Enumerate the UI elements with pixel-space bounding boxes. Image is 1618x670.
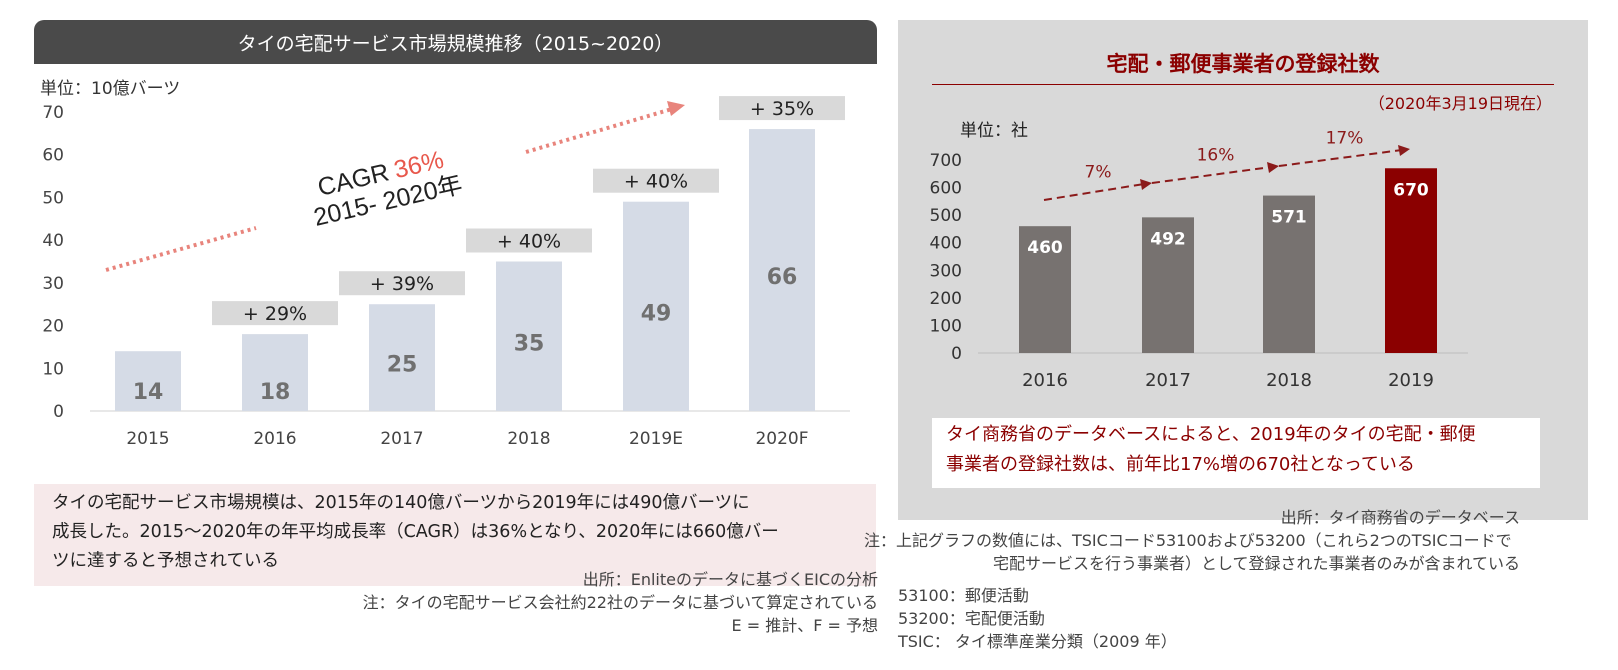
left-summary-line: タイの宅配サービス市場規模は、2015年の140億バーツから2019年には490… — [52, 493, 750, 513]
left-growth-box — [593, 168, 719, 193]
right-growth-arrow — [1043, 183, 1145, 201]
right-bar-value: 571 — [1271, 208, 1307, 228]
left-summary-box: タイの宅配サービス市場規模は、2015年の140億バーツから2019年には490… — [34, 484, 876, 586]
right-growth-label: 7% — [1085, 163, 1112, 183]
right-y-tick: 700 — [930, 151, 962, 171]
right-bar-value: 670 — [1393, 180, 1429, 200]
right-bar — [1142, 217, 1194, 353]
left-growth-label: + 29% — [243, 303, 307, 325]
right-growth-label: 16% — [1197, 146, 1235, 166]
left-x-tick: 2016 — [253, 429, 296, 449]
right-x-tick: 2016 — [1022, 370, 1068, 391]
cagr-arrow-tail — [105, 226, 257, 272]
left-bar-value: 35 — [514, 331, 545, 356]
left-note: 注：タイの宅配サービス会社約22社のデータに基づいて算定されている — [362, 593, 878, 612]
left-y-tick: 20 — [42, 317, 64, 337]
left-legend-note: E = 推計、F = 予想 — [731, 616, 878, 635]
left-y-tick: 10 — [42, 359, 64, 379]
right-y-tick: 600 — [930, 179, 962, 199]
right-growth-arrow — [1278, 149, 1403, 167]
right-summary-line: 事業者の登録社数は、前年比17%増の670社となっている — [946, 454, 1415, 475]
left-x-tick: 2017 — [380, 429, 423, 449]
right-source: 出所：タイ商務省のデータベース — [1280, 508, 1520, 527]
left-bar — [623, 201, 689, 411]
right-y-tick: 400 — [930, 234, 962, 254]
left-bar-value: 49 — [641, 301, 672, 326]
right-bar-value: 492 — [1150, 229, 1186, 249]
right-x-tick: 2017 — [1145, 370, 1191, 391]
left-growth-box — [719, 96, 845, 121]
right-chart-panel: 宅配・郵便事業者の登録社数 （2020年3月19日現在） 単位：社 0 100 20… — [898, 20, 1588, 520]
left-bar — [369, 304, 435, 411]
right-as-of-date: （2020年3月19日現在） — [1368, 94, 1552, 113]
left-x-tick: 2015 — [126, 429, 169, 449]
left-x-tick: 2018 — [507, 429, 550, 449]
left-growth-label: + 35% — [750, 98, 814, 120]
right-y-tick: 0 — [951, 344, 962, 364]
left-y-tick: 30 — [42, 274, 64, 294]
left-bar — [749, 129, 815, 412]
right-bar — [1385, 168, 1437, 353]
left-growth-label: + 40% — [624, 171, 688, 193]
right-title-rule — [932, 84, 1554, 85]
left-y-tick: 0 — [53, 402, 64, 422]
right-growth-arrowhead — [1140, 179, 1152, 190]
right-bar-chart: 0 100 200 300 400 500 600 700 460 492 571 670 2016… — [930, 130, 1468, 391]
right-x-tick: 2018 — [1266, 370, 1312, 391]
right-y-tick: 200 — [930, 289, 962, 309]
left-bar-value: 18 — [260, 380, 291, 405]
left-growth-box — [339, 271, 465, 296]
right-growth-arrow — [1151, 166, 1272, 184]
right-bar-value: 460 — [1027, 238, 1063, 258]
left-growth-label: + 39% — [370, 273, 434, 295]
left-bar — [496, 261, 562, 411]
code-courier: 53200：宅配便活動 — [898, 609, 1045, 628]
right-summary-box: タイ商務省のデータベースによると、2019年のタイの宅配・郵便 事業者の登録社数… — [932, 418, 1540, 488]
left-unit-label: 単位：10億バーツ — [40, 79, 181, 99]
left-summary-line: 成長した。2015〜2020年の年平均成長率（CAGR）は36%となり、2020… — [52, 522, 779, 542]
left-summary-line: ツに達すると予想されている — [52, 551, 279, 571]
right-growth-arrowhead — [1267, 162, 1279, 173]
left-source: 出所：Enliteのデータに基づくEICの分析 — [582, 570, 878, 589]
right-growth-arrowhead — [1398, 145, 1410, 156]
right-y-tick: 100 — [930, 316, 962, 336]
left-bar — [242, 334, 308, 411]
left-x-tick: 2020F — [755, 429, 808, 449]
left-growth-label: + 40% — [497, 231, 561, 253]
code-postal: 53100：郵便活動 — [898, 586, 1029, 605]
right-y-tick: 500 — [930, 206, 962, 226]
cagr-arrow-head-line — [525, 107, 673, 154]
right-note-line-2: 宅配サービスを行う事業者）として登録された事業者のみが含まれている — [992, 554, 1520, 573]
left-y-tick: 70 — [42, 103, 64, 123]
left-growth-box — [466, 228, 592, 253]
right-y-tick: 300 — [930, 261, 962, 281]
left-bar-value: 14 — [133, 380, 164, 405]
left-y-tick: 50 — [42, 188, 64, 208]
cagr-arrow-head — [667, 101, 685, 116]
left-bar-value: 25 — [387, 353, 418, 378]
left-bar-chart: 0 10 20 30 40 50 60 70 14 18 25 35 49 66 + 29% + 39% +… — [42, 96, 850, 449]
right-bar — [1019, 226, 1071, 353]
right-chart-title: 宅配・郵便事業者の登録社数 — [1106, 52, 1380, 76]
left-chart-title: タイの宅配サービス市場規模推移（2015~2020） — [34, 20, 877, 64]
right-bar — [1263, 195, 1315, 353]
left-bar — [115, 351, 181, 411]
right-x-tick: 2019 — [1388, 370, 1434, 391]
right-unit-label: 単位：社 — [960, 121, 1028, 141]
left-y-tick: 60 — [42, 146, 64, 166]
left-y-tick: 40 — [42, 231, 64, 251]
right-note-line-1: 注：上記グラフの数値には、TSICコード53100および53200（これら2つの… — [864, 531, 1512, 550]
code-tsic: TSIC： タイ標準産業分類（2009 年） — [898, 632, 1177, 651]
left-growth-box — [212, 301, 338, 326]
left-x-tick: 2019E — [629, 429, 683, 449]
left-bar-value: 66 — [767, 265, 798, 290]
right-growth-label: 17% — [1326, 130, 1364, 149]
right-summary-line: タイ商務省のデータベースによると、2019年のタイの宅配・郵便 — [946, 424, 1476, 445]
